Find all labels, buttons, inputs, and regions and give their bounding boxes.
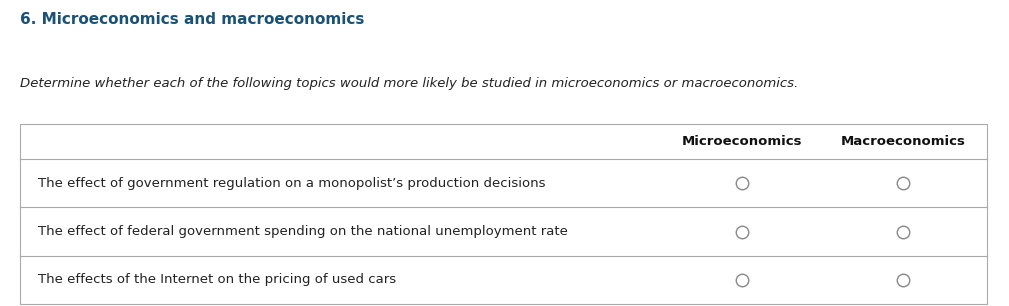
Text: Microeconomics: Microeconomics — [681, 135, 802, 148]
Text: The effect of government regulation on a monopolist’s production decisions: The effect of government regulation on a… — [38, 177, 546, 190]
Bar — [20, 124, 987, 304]
Text: The effect of federal government spending on the national unemployment rate: The effect of federal government spendin… — [38, 225, 568, 238]
Text: Determine whether each of the following topics would more likely be studied in m: Determine whether each of the following … — [20, 76, 798, 89]
Text: The effects of the Internet on the pricing of used cars: The effects of the Internet on the prici… — [38, 274, 397, 286]
Text: Macroeconomics: Macroeconomics — [840, 135, 966, 148]
Text: 6. Microeconomics and macroeconomics: 6. Microeconomics and macroeconomics — [20, 12, 364, 27]
